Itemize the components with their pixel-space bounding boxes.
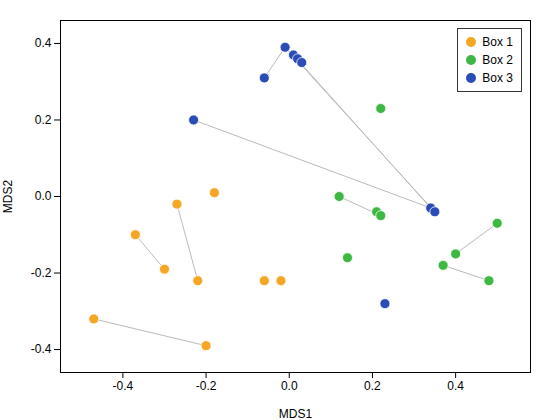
svg-text:0.0: 0.0 xyxy=(35,189,52,203)
svg-text:0.4: 0.4 xyxy=(35,36,52,50)
svg-text:-0.4: -0.4 xyxy=(31,342,52,356)
html-text:Box 3: Box 3 xyxy=(482,71,513,85)
svg-text:0.2: 0.2 xyxy=(364,379,381,393)
svg-text:-0.2: -0.2 xyxy=(31,266,52,280)
html-text:Box 2: Box 2 xyxy=(482,53,513,67)
svg-text:-0.2: -0.2 xyxy=(196,379,217,393)
svg-text:MDS1: MDS1 xyxy=(279,407,313,420)
svg-text:0.4: 0.4 xyxy=(447,379,464,393)
svg-text:-0.4: -0.4 xyxy=(113,379,134,393)
svg-text:0.0: 0.0 xyxy=(281,379,298,393)
svg-text:MDS2: MDS2 xyxy=(1,180,15,214)
html-text:Box 1: Box 1 xyxy=(482,35,513,49)
svg-text:0.2: 0.2 xyxy=(35,113,52,127)
